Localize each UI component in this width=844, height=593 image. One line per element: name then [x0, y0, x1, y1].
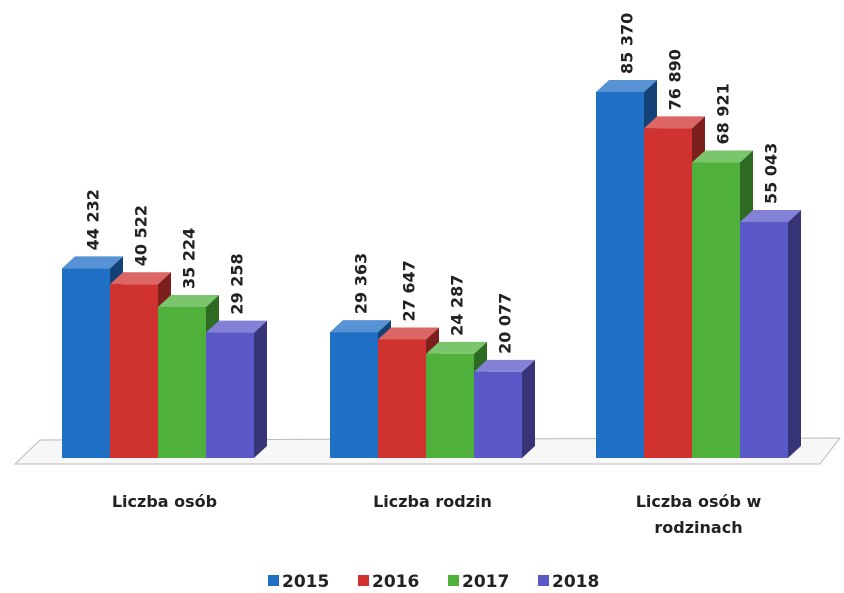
- bar-front: [596, 92, 644, 458]
- legend-swatch: [268, 575, 279, 586]
- legend-swatch: [448, 575, 459, 586]
- bar-top: [596, 80, 657, 92]
- bar-front: [206, 332, 254, 458]
- value-label: 35 224: [180, 228, 199, 289]
- x-tick-label: Liczba osób w rodzinach: [635, 492, 762, 537]
- bar-top: [330, 320, 391, 333]
- value-label: 55 043: [762, 143, 781, 204]
- value-label: 40 522: [132, 205, 151, 266]
- bar-top: [474, 359, 535, 372]
- bar-front: [378, 339, 426, 458]
- value-label: 76 890: [666, 49, 685, 110]
- bar-top: [644, 116, 705, 129]
- bar: [740, 210, 801, 458]
- bar-top: [378, 327, 439, 340]
- value-label: 85 370: [618, 13, 637, 74]
- bar-top: [158, 294, 219, 307]
- value-label: 20 077: [496, 293, 515, 354]
- value-label: 29 258: [228, 253, 247, 314]
- value-label: 27 647: [400, 260, 419, 321]
- value-label: 44 232: [84, 189, 103, 250]
- bar-top: [110, 272, 171, 285]
- bar-front: [644, 128, 692, 458]
- bar-front: [330, 332, 378, 458]
- bar-top: [692, 150, 753, 163]
- bar: [206, 320, 267, 458]
- bar-side: [254, 320, 267, 458]
- bar-side: [522, 359, 535, 458]
- legend-swatch: [358, 575, 369, 586]
- legend-label: 2017: [462, 572, 509, 592]
- bar: [644, 116, 705, 459]
- x-tick-label: Liczba osób: [111, 492, 218, 511]
- value-label: 24 287: [448, 275, 467, 336]
- bar-side: [788, 210, 801, 458]
- bar-front: [474, 371, 522, 458]
- value-label: 68 921: [714, 83, 733, 144]
- bar-front: [740, 222, 788, 458]
- value-label: 29 363: [352, 253, 371, 314]
- bar-top: [206, 320, 267, 333]
- legend-swatch: [538, 575, 549, 586]
- bar-front: [62, 268, 110, 458]
- legend-label: 2018: [552, 572, 599, 592]
- bar-top: [426, 341, 487, 354]
- legend-label: 2015: [282, 572, 329, 592]
- legend-label: 2016: [372, 572, 419, 592]
- bar-top: [62, 256, 123, 269]
- x-tick-label: Liczba rodzin: [373, 492, 492, 511]
- bar-front: [110, 284, 158, 458]
- bar-top: [740, 210, 801, 223]
- bar-front: [426, 353, 474, 458]
- bar-front: [158, 306, 206, 458]
- bar: [474, 359, 535, 458]
- bar-front: [692, 162, 740, 458]
